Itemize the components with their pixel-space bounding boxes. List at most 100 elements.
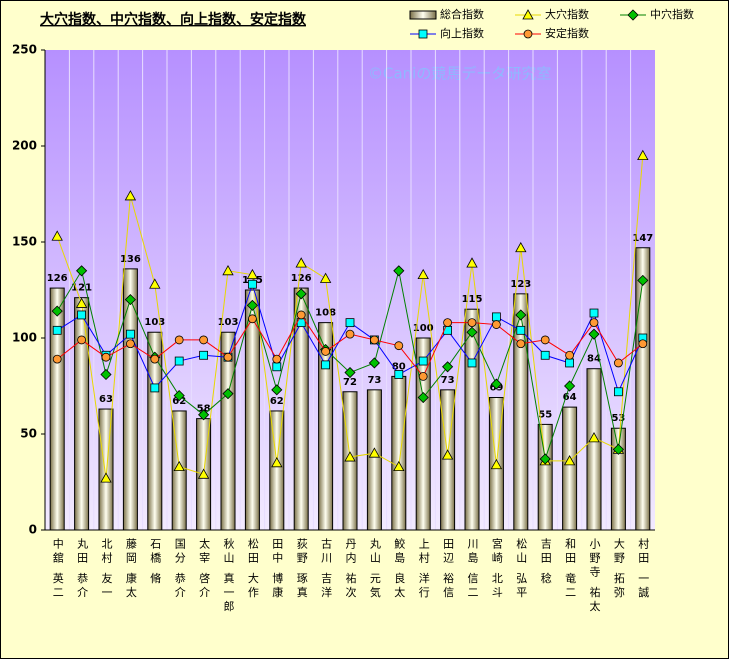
marker <box>222 264 234 276</box>
bar <box>513 293 529 531</box>
value-label: 53 <box>611 413 625 424</box>
marker <box>295 257 307 268</box>
marker <box>563 455 576 466</box>
value-label: 147 <box>632 233 653 244</box>
bar <box>269 410 285 531</box>
marker <box>75 297 88 308</box>
marker <box>516 339 526 349</box>
marker <box>612 443 624 455</box>
marker <box>614 387 623 397</box>
legend-swatch <box>409 10 437 20</box>
value-label: 115 <box>462 294 483 305</box>
legend-label: 総合指数 <box>440 7 484 21</box>
marker <box>199 335 209 345</box>
marker <box>491 312 501 322</box>
marker <box>344 451 356 462</box>
value-label: 62 <box>270 396 284 407</box>
marker <box>490 378 502 390</box>
marker <box>296 310 306 320</box>
marker <box>272 354 282 364</box>
marker <box>51 305 63 317</box>
value-label: 100 <box>413 323 434 334</box>
marker <box>247 314 257 324</box>
x-tick-label: 太宰 啓介 <box>198 538 211 601</box>
y-tick-label: 50 <box>20 427 37 441</box>
value-label: 121 <box>71 283 92 294</box>
marker <box>319 272 332 283</box>
marker <box>198 409 210 421</box>
x-tick-label: 田辺 裕信 <box>442 538 455 601</box>
bar <box>562 406 578 531</box>
value-label: 126 <box>291 273 312 284</box>
x-tick-label: 石橋 脩 <box>149 538 162 587</box>
marker <box>565 358 574 368</box>
marker <box>368 357 380 369</box>
marker <box>174 356 184 366</box>
marker <box>321 347 331 356</box>
marker <box>149 278 161 289</box>
marker <box>394 341 404 351</box>
value-label: 84 <box>587 354 601 365</box>
bar <box>391 375 407 531</box>
marker <box>466 257 478 268</box>
value-label: 123 <box>510 279 531 290</box>
marker <box>173 390 185 402</box>
marker <box>588 432 600 443</box>
x-tick-label: 古川 吉洋 <box>320 538 333 601</box>
marker <box>345 318 355 328</box>
x-tick-label: 丹内 祐次 <box>344 538 357 601</box>
bar <box>440 389 456 531</box>
marker <box>589 318 599 328</box>
marker <box>197 468 210 479</box>
y-tick-label: 250 <box>12 43 37 57</box>
marker <box>124 190 137 201</box>
x-tick-label: 村田 一誠 <box>637 537 650 601</box>
legend-label: 中穴指数 <box>650 7 694 21</box>
x-tick-label: 荻野 琢真 <box>295 538 308 601</box>
value-label: 64 <box>563 392 577 403</box>
marker <box>321 360 331 370</box>
marker <box>515 241 527 253</box>
value-label: 55 <box>538 409 552 420</box>
value-label: 63 <box>99 394 113 405</box>
value-label: 62 <box>172 396 186 407</box>
value-label: 72 <box>343 377 357 388</box>
marker <box>100 368 112 381</box>
marker <box>614 358 623 368</box>
marker <box>588 328 600 340</box>
marker <box>295 288 307 300</box>
marker <box>222 388 234 400</box>
marker <box>271 384 283 396</box>
marker <box>271 456 283 468</box>
x-tick-label: 大野 拓弥 <box>612 537 625 601</box>
marker <box>223 352 233 362</box>
marker <box>417 268 429 280</box>
x-tick-label: 北村 友一 <box>100 538 113 601</box>
y-tick-label: 200 <box>12 139 37 153</box>
marker <box>369 335 379 345</box>
x-tick-label: 川島 信二 <box>466 538 479 601</box>
marker <box>101 352 111 362</box>
marker <box>443 325 453 335</box>
value-label: 136 <box>120 254 141 265</box>
marker <box>466 326 478 338</box>
legend-label: 安定指数 <box>545 26 589 40</box>
marker <box>564 380 576 392</box>
value-label: 80 <box>392 361 406 372</box>
x-tick-label: 田中 博康 <box>271 538 284 601</box>
x-tick-label: 上村 洋行 <box>417 538 430 601</box>
marker <box>345 329 355 339</box>
bar <box>635 247 651 531</box>
marker <box>150 354 160 364</box>
marker <box>173 460 185 472</box>
marker <box>77 310 86 320</box>
bar <box>244 289 260 531</box>
bar <box>147 331 163 531</box>
x-tick-label: 秋山 真一郎 <box>222 537 235 615</box>
chart-title: 大穴指数、中穴指数、向上指数、安定指数 <box>40 11 307 28</box>
legend-label: 大穴指数 <box>545 7 589 21</box>
bar <box>366 389 382 531</box>
x-tick-label: 松田 大作 <box>246 537 259 601</box>
marker <box>344 366 356 379</box>
x-tick-label: 鮫島 良太 <box>393 537 406 601</box>
